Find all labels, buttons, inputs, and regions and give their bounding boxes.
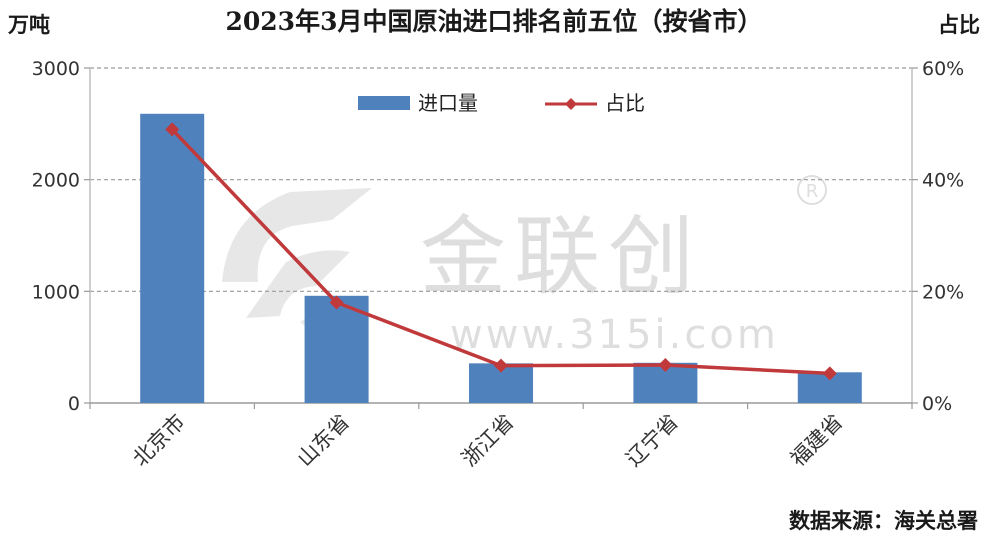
line-point bbox=[165, 122, 180, 137]
watermark-brand: 金联创 bbox=[420, 207, 702, 307]
y-left-ticks: 0 1000 2000 3000 bbox=[32, 58, 90, 415]
line-point bbox=[494, 358, 508, 373]
x-category-label: 北京市 bbox=[128, 410, 190, 472]
watermark-url: www.315i.com bbox=[450, 312, 779, 358]
y-left-tick-label: 0 bbox=[68, 393, 80, 415]
line-point bbox=[658, 358, 673, 373]
x-category-label: 山东省 bbox=[293, 410, 355, 472]
registered-mark-circle bbox=[797, 175, 827, 205]
legend-label-line: 占比 bbox=[605, 91, 645, 115]
line-point bbox=[822, 366, 837, 381]
registered-mark: R bbox=[806, 181, 819, 202]
source-note: 数据来源：海关总署 bbox=[789, 509, 978, 533]
y-right-tick-label: 0% bbox=[922, 393, 952, 415]
chart-title: 2023年3月中国原油进口排名前五位（按省市） bbox=[226, 7, 763, 36]
bar bbox=[140, 113, 205, 404]
x-category-label: 辽宁省 bbox=[621, 410, 683, 472]
y-right-tick-label: 20% bbox=[922, 281, 964, 303]
grid bbox=[89, 67, 913, 409]
x-category-label: 浙江省 bbox=[457, 410, 519, 472]
y-right-tick-label: 60% bbox=[922, 58, 964, 80]
bar bbox=[304, 295, 369, 403]
line-series bbox=[165, 122, 837, 381]
legend: 进口量 占比 bbox=[358, 91, 645, 115]
legend-label-bar: 进口量 bbox=[418, 91, 478, 115]
watermark: 金联创 www.315i.com R bbox=[222, 175, 827, 358]
legend-marker-line bbox=[565, 98, 577, 110]
y-left-unit: 万吨 bbox=[7, 13, 50, 37]
line-point bbox=[329, 295, 344, 310]
y-left-tick-label: 2000 bbox=[32, 170, 80, 192]
y-right-tick-label: 40% bbox=[922, 170, 964, 192]
bar-series bbox=[140, 113, 862, 404]
y-left-tick-label: 3000 bbox=[32, 58, 80, 80]
y-right-ticks: 0% 20% 40% 60% bbox=[912, 58, 964, 415]
x-category-labels: 北京市 山东省 浙江省 辽宁省 福建省 bbox=[128, 410, 847, 472]
y-left-tick-label: 1000 bbox=[32, 281, 80, 303]
legend-swatch-bar bbox=[358, 96, 410, 110]
x-category-label: 福建省 bbox=[786, 410, 848, 472]
y-right-unit: 占比 bbox=[938, 13, 980, 37]
